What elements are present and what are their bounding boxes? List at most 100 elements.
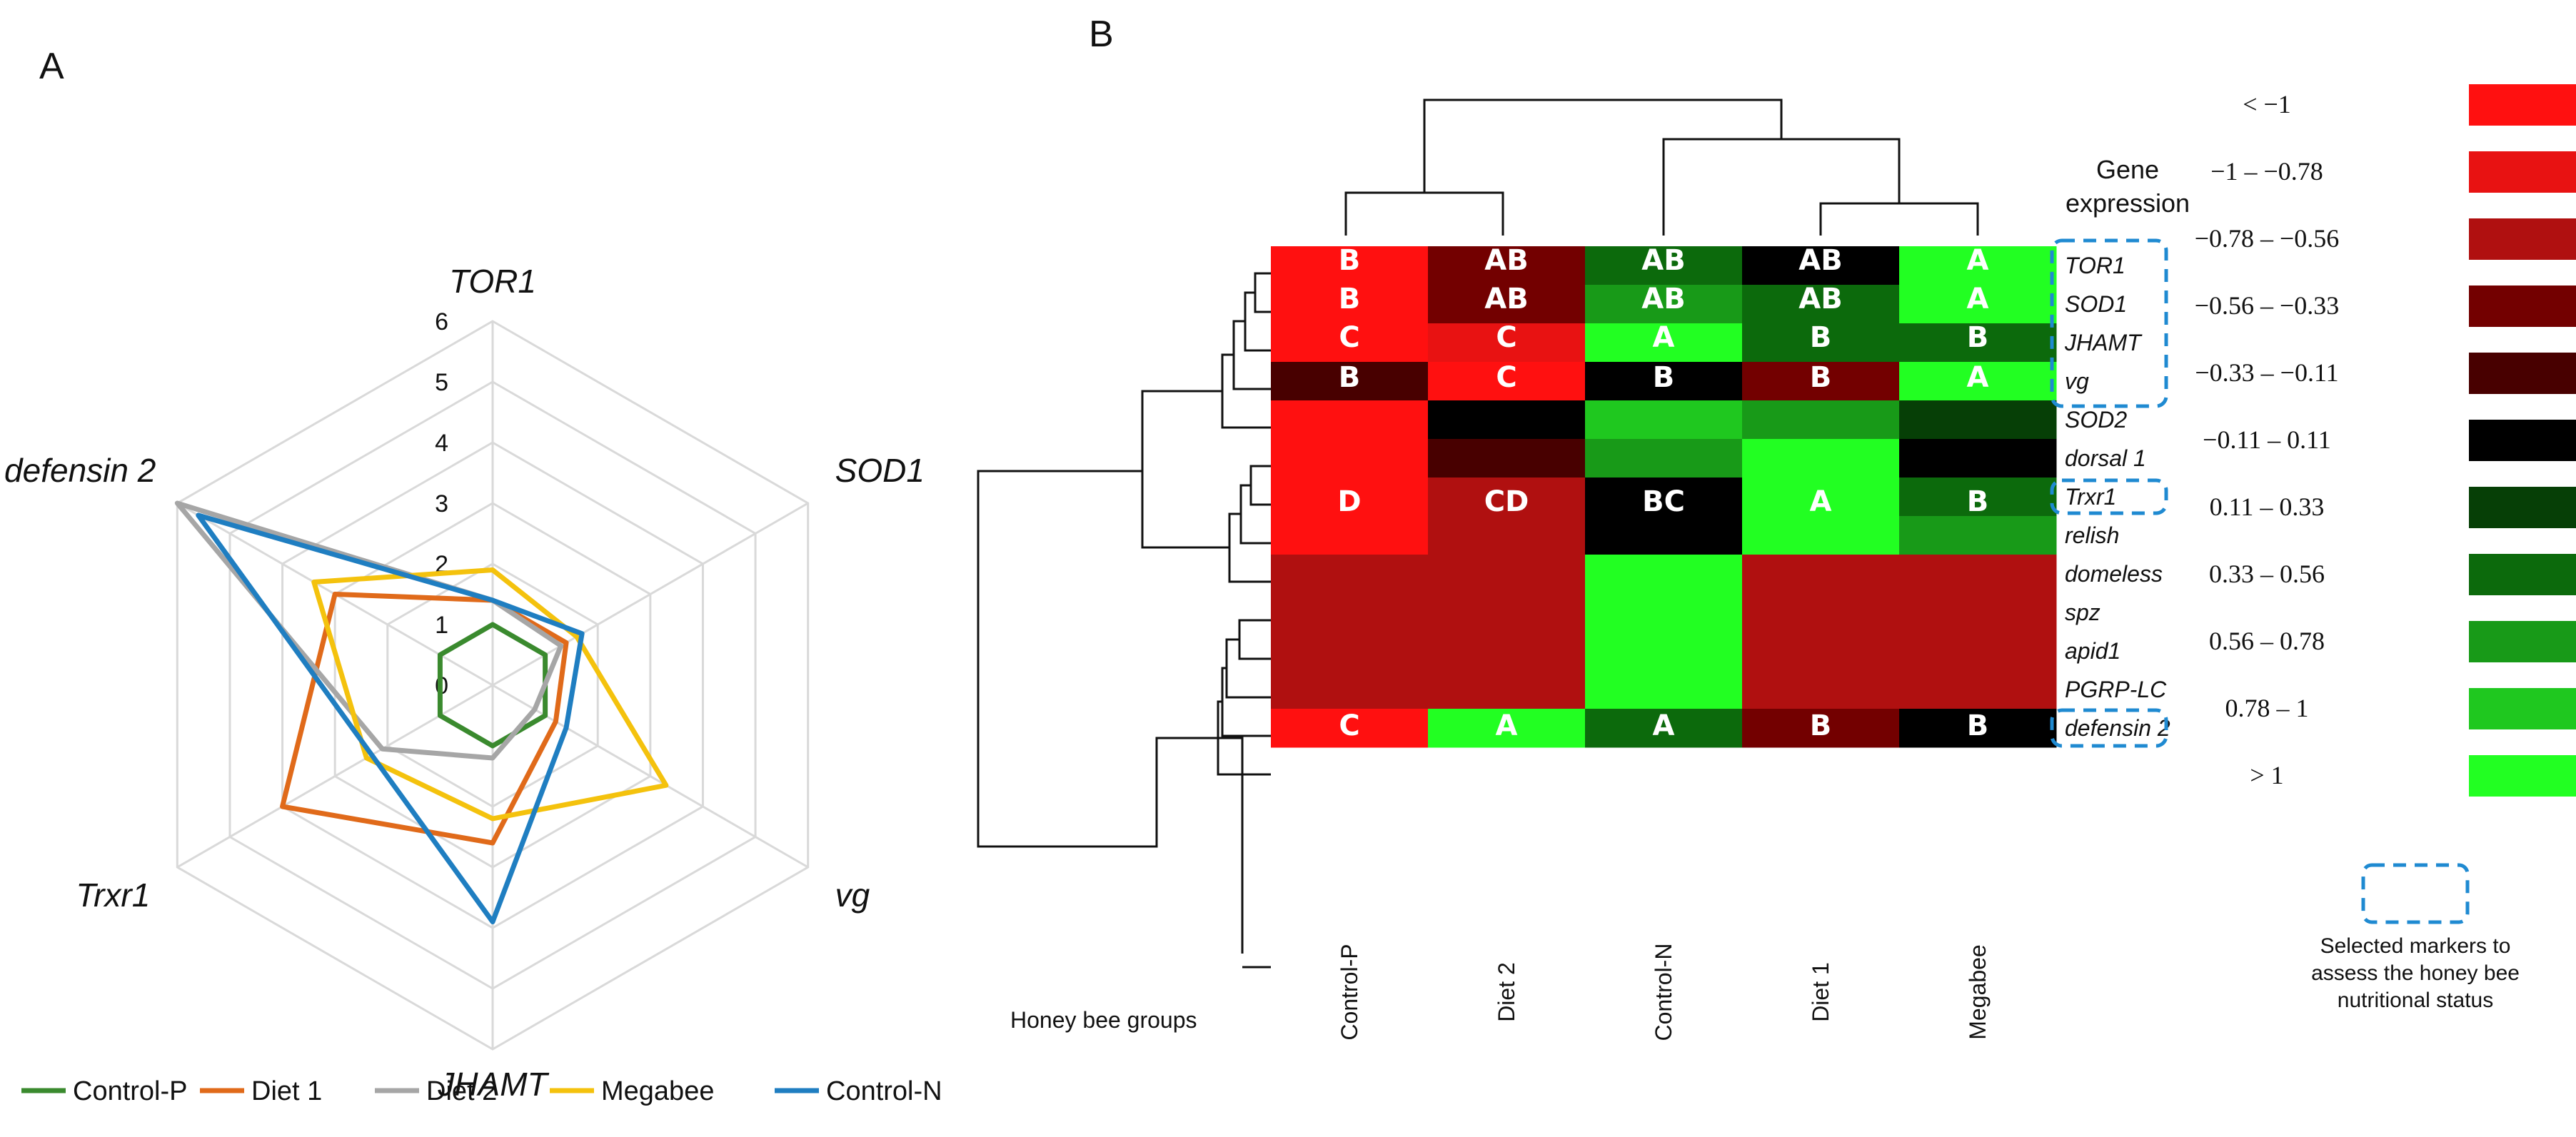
row-dendrogram bbox=[977, 272, 1271, 969]
heatmap-cell-jhamt-control-n bbox=[1585, 323, 1743, 363]
heatmap-cell-spz-control-p bbox=[1271, 593, 1429, 632]
heatmap-cell-relish-diet-1 bbox=[1742, 516, 1900, 555]
heatmap-cell-trxr1-megabee bbox=[1899, 477, 2057, 517]
significance-letter: B bbox=[1967, 321, 1989, 354]
heatmap-cell-defensin-2-diet-1 bbox=[1742, 709, 1900, 748]
gene-label-dorsal-1: dorsal 1 bbox=[2065, 445, 2146, 471]
heatmap-cell-dorsal-1-control-p bbox=[1271, 439, 1429, 478]
scale-label: 0.33 – 0.56 bbox=[2209, 560, 2325, 588]
gene-label-tor1: TOR1 bbox=[2065, 253, 2125, 278]
column-label-diet-2: Diet 2 bbox=[1494, 962, 1519, 1022]
note-line2: assess the honey bee bbox=[2311, 961, 2520, 985]
note-line3: nutritional status bbox=[2338, 989, 2493, 1012]
heatmap-cell-domeless-diet-1 bbox=[1742, 555, 1900, 594]
legend-label-control-n: Control-N bbox=[826, 1076, 942, 1106]
significance-letter: CD bbox=[1484, 485, 1529, 518]
heatmap-cell-dorsal-1-diet-1 bbox=[1742, 439, 1900, 478]
scale-label: 0.78 – 1 bbox=[2225, 694, 2309, 722]
scale-label: 0.11 – 0.33 bbox=[2210, 492, 2325, 521]
significance-letter: A bbox=[1653, 709, 1675, 742]
radar-series-control-n bbox=[196, 512, 585, 924]
heatmap-cell-tor1-megabee bbox=[1899, 246, 2057, 285]
gene-label-jhamt: JHAMT bbox=[2064, 330, 2143, 355]
significance-letter: AB bbox=[1484, 283, 1528, 315]
heatmap-cell-sod1-control-n bbox=[1585, 285, 1743, 324]
heatmap-cell-dorsal-1-control-n bbox=[1585, 439, 1743, 478]
heatmap-cell-apid1-diet-1 bbox=[1742, 632, 1900, 671]
heatmap-cell-defensin-2-control-p bbox=[1271, 709, 1429, 748]
heatmap-cell-spz-diet-1 bbox=[1742, 593, 1900, 632]
selected-marker-box-group bbox=[2050, 238, 2168, 408]
gene-label-apid1: apid1 bbox=[2065, 638, 2120, 664]
radar-series-control-p bbox=[437, 622, 548, 749]
heatmap-cell-domeless-control-n bbox=[1585, 555, 1743, 594]
heatmap-cell-trxr1-diet-1 bbox=[1742, 477, 1900, 517]
heatmap-cell-tor1-control-p bbox=[1271, 246, 1429, 285]
column-label-control-p: Control-P bbox=[1337, 944, 1362, 1040]
heatmap-cell-trxr1-control-p bbox=[1271, 477, 1429, 517]
scale-swatch bbox=[2469, 151, 2576, 193]
selected-marker-box-defensin-2 bbox=[2050, 708, 2168, 748]
heatmap-cell-pgrp-lc-control-p bbox=[1271, 670, 1429, 709]
significance-letter: B bbox=[1810, 709, 1832, 742]
heatmap-cell-domeless-megabee bbox=[1899, 555, 2057, 594]
significance-letter: A bbox=[1810, 485, 1832, 518]
heatmap-cell-tor1-diet-1 bbox=[1742, 246, 1900, 285]
significance-letter: AB bbox=[1641, 283, 1685, 315]
x-axis-title: Honey bee groups bbox=[1010, 1007, 1197, 1033]
radar-tick-label: 4 bbox=[435, 430, 448, 457]
significance-letter: B bbox=[1810, 361, 1832, 394]
scale-label: −1 – −0.78 bbox=[2210, 157, 2323, 186]
gene-label-spz: spz bbox=[2065, 600, 2100, 625]
scale-swatch bbox=[2469, 755, 2576, 797]
significance-letter: B bbox=[1339, 283, 1361, 315]
heatmap-cell-sod2-megabee bbox=[1899, 400, 2057, 440]
significance-letter: A bbox=[1653, 321, 1675, 354]
radar-axis-label-tor1: TOR1 bbox=[449, 263, 536, 300]
heatmap-cell-pgrp-lc-diet-2 bbox=[1428, 670, 1586, 709]
scale-swatch bbox=[2469, 688, 2576, 729]
heatmap-cell-apid1-megabee bbox=[1899, 632, 2057, 671]
note-line1: Selected markers to bbox=[2320, 934, 2511, 958]
radar-axis-label-sod1: SOD1 bbox=[835, 452, 925, 489]
gene-label-pgrp-lc: PGRP-LC bbox=[2065, 677, 2167, 702]
scale-swatch bbox=[2469, 487, 2576, 528]
heatmap-cell-defensin-2-megabee bbox=[1899, 709, 2057, 748]
heatmap-cell-trxr1-control-n bbox=[1585, 477, 1743, 517]
scale-swatch bbox=[2469, 353, 2576, 394]
significance-letter: A bbox=[1496, 709, 1518, 742]
significance-letter: B bbox=[1339, 244, 1361, 277]
heatmap-cell-pgrp-lc-diet-1 bbox=[1742, 670, 1900, 709]
gene-label-trxr1: Trxr1 bbox=[2065, 484, 2116, 510]
selected-marker-key-box bbox=[2361, 863, 2470, 924]
significance-letter: AB bbox=[1484, 244, 1528, 277]
significance-letter: B bbox=[1810, 321, 1832, 354]
significance-letter: D bbox=[1337, 485, 1361, 518]
heatmap-cell-sod1-control-p bbox=[1271, 285, 1429, 324]
scale-label: −0.78 – −0.56 bbox=[2195, 224, 2340, 253]
radar-tick-label: 3 bbox=[435, 490, 448, 517]
heatmap-cell-sod2-diet-1 bbox=[1742, 400, 1900, 440]
legend-label-megabee: Megabee bbox=[601, 1076, 714, 1106]
heatmap-cell-sod1-megabee bbox=[1899, 285, 2057, 324]
scale-label: −0.11 – 0.11 bbox=[2203, 425, 2331, 454]
significance-letter: A bbox=[1967, 283, 1989, 315]
scale-swatch bbox=[2469, 554, 2576, 595]
panel-a-label: A bbox=[39, 46, 64, 87]
significance-letter: BC bbox=[1642, 485, 1685, 518]
radar-series-diet-1 bbox=[280, 592, 569, 846]
heatmap-cell-vg-diet-2 bbox=[1428, 362, 1586, 401]
radar-axis-label-defensin-2: defensin 2 bbox=[4, 452, 156, 489]
gene-label-vg: vg bbox=[2065, 368, 2089, 394]
heatmap-cell-defensin-2-control-n bbox=[1585, 709, 1743, 748]
significance-letter: B bbox=[1967, 709, 1989, 742]
scale-swatch bbox=[2469, 218, 2576, 260]
scale-swatch bbox=[2469, 420, 2576, 461]
significance-letter: AB bbox=[1798, 283, 1842, 315]
scale-label: −0.33 – −0.11 bbox=[2195, 358, 2338, 387]
heatmap-cell-relish-diet-2 bbox=[1428, 516, 1586, 555]
scale-swatch bbox=[2469, 84, 2576, 126]
column-label-megabee: Megabee bbox=[1965, 944, 1991, 1039]
heatmap-cell-sod2-control-p bbox=[1271, 400, 1429, 440]
